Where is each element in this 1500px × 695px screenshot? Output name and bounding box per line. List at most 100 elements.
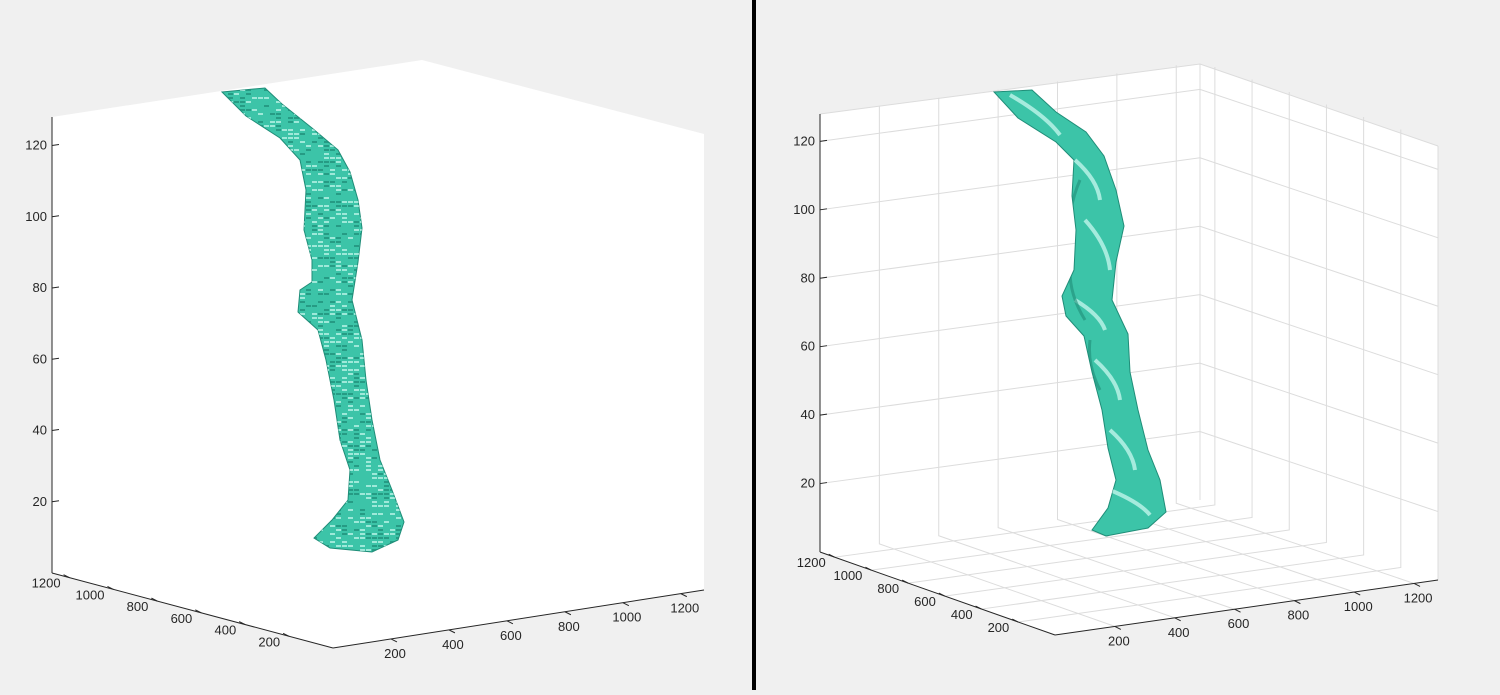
- voxel: [336, 341, 341, 343]
- voxel: [396, 509, 401, 511]
- voxel: [336, 237, 341, 239]
- voxel: [366, 461, 371, 463]
- voxel: [240, 105, 245, 107]
- voxel: [354, 449, 359, 451]
- y-tick-label: 1200: [797, 555, 826, 570]
- voxel: [306, 161, 311, 163]
- voxel: [336, 185, 341, 187]
- voxel: [306, 149, 311, 151]
- x-tick: [506, 620, 514, 625]
- voxel: [216, 89, 221, 91]
- voxel: [354, 269, 359, 271]
- grid-lines: [819, 63, 1439, 627]
- voxel: [354, 325, 359, 327]
- voxel: [360, 353, 365, 355]
- y-tick-label: 1000: [76, 587, 105, 602]
- voxel: [354, 321, 359, 323]
- voxel: [342, 541, 347, 543]
- voxel: [348, 189, 353, 191]
- x-tick: [1234, 608, 1241, 613]
- voxel: [276, 121, 281, 123]
- voxel: [330, 157, 335, 159]
- voxel: [234, 93, 239, 95]
- z-tick-label: 20: [801, 476, 815, 491]
- x-tick: [1114, 625, 1122, 630]
- voxel: [324, 245, 329, 247]
- voxel: [354, 445, 359, 447]
- voxel: [294, 137, 299, 139]
- y-tick-label: 600: [914, 594, 936, 609]
- grid-line: [1057, 81, 1295, 602]
- voxel: [246, 101, 251, 103]
- voxel: [312, 225, 317, 227]
- z-tick: [819, 482, 828, 485]
- voxel: [348, 341, 353, 343]
- voxel: [246, 93, 251, 95]
- voxel: [276, 101, 281, 103]
- highlight-streak: [1073, 158, 1102, 201]
- voxel: [318, 293, 323, 295]
- voxel: [354, 457, 359, 459]
- voxel: [306, 237, 311, 239]
- voxel: [354, 381, 359, 383]
- left-3d-plot[interactable]: 20 40 60 80 100 120 200 400 600 800 1000 1200 200 400…: [0, 0, 752, 690]
- voxel: [390, 493, 395, 495]
- voxel: [246, 89, 251, 91]
- x-tick: [1413, 582, 1421, 587]
- voxel: [372, 513, 377, 515]
- voxel: [252, 109, 257, 111]
- voxel: [324, 209, 329, 211]
- voxel: [324, 145, 329, 147]
- voxel: [378, 545, 383, 547]
- voxel: [318, 245, 323, 247]
- voxel: [324, 141, 329, 143]
- voxel: [354, 437, 359, 439]
- voxel: [342, 221, 347, 223]
- voxel: [270, 113, 275, 115]
- voxel: [288, 117, 293, 119]
- voxel: [318, 317, 323, 319]
- voxel: [342, 545, 347, 547]
- voxel: [372, 477, 377, 479]
- voxel: [336, 161, 341, 163]
- voxel: [384, 481, 389, 483]
- y-tick: [195, 609, 202, 614]
- voxel: [228, 97, 233, 99]
- voxel: [324, 345, 329, 347]
- voxel: [384, 489, 389, 491]
- voxel: [336, 517, 341, 519]
- voxel: [342, 333, 347, 335]
- voxel: [330, 145, 335, 147]
- voxel: [354, 409, 359, 411]
- voxel: [336, 537, 341, 539]
- voxel: [354, 453, 359, 455]
- voxel: [354, 469, 359, 471]
- voxel: [294, 149, 299, 151]
- voxel: [390, 497, 395, 499]
- voxel: [336, 301, 341, 303]
- voxel: [264, 97, 269, 99]
- left-3d-axes-panel: 20 40 60 80 100 120 200 400 600 800 1000 1200 200 400…: [0, 0, 752, 690]
- voxel: [336, 353, 341, 355]
- voxel: [312, 205, 317, 207]
- x-tick-label: 1000: [612, 610, 641, 625]
- voxel: [324, 341, 329, 343]
- voxel: [348, 325, 353, 327]
- voxel: [342, 293, 347, 295]
- voxel: [336, 529, 341, 531]
- voxel: [324, 185, 329, 187]
- voxel: [300, 313, 305, 315]
- voxel: [336, 357, 341, 359]
- voxel: [336, 421, 341, 423]
- voxel: [342, 337, 347, 339]
- voxel: [354, 213, 359, 215]
- voxel: [342, 205, 347, 207]
- voxel: [324, 205, 329, 207]
- voxel: [324, 225, 329, 227]
- right-3d-plot[interactable]: 20 40 60 80 100 120 200 400 600 800 1000 1200 200 400…: [756, 0, 1500, 690]
- x-tick-label: 200: [384, 646, 406, 661]
- voxel: [342, 169, 347, 171]
- voxel: [342, 361, 347, 363]
- voxel: [318, 213, 323, 215]
- voxel: [378, 513, 383, 515]
